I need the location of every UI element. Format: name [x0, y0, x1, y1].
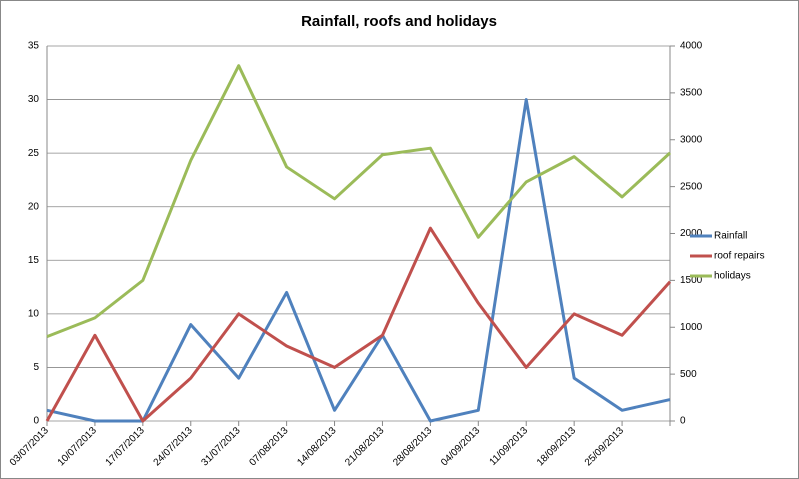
y-tick-label: 5 [33, 362, 39, 373]
chart-title: Rainfall, roofs and holidays [301, 13, 497, 30]
y2-tick-label: 2500 [680, 181, 703, 192]
y-tick-label: 15 [28, 255, 40, 266]
legend-label: roof repairs [714, 251, 765, 262]
y2-tick-label: 0 [680, 416, 686, 427]
y-tick-label: 10 [28, 308, 40, 319]
y2-tick-label: 3000 [680, 134, 703, 145]
legend-label: Rainfall [714, 231, 747, 242]
y2-tick-label: 1000 [680, 322, 703, 333]
series-line [45, 226, 672, 423]
legend-label: holidays [714, 271, 751, 282]
series-line [46, 64, 672, 339]
y-tick-label: 30 [28, 94, 40, 105]
y-tick-label: 20 [28, 201, 40, 212]
y2-tick-label: 2000 [680, 228, 703, 239]
y2-tick-label: 500 [680, 369, 697, 380]
series-line [46, 98, 671, 423]
y2-tick-label: 1500 [680, 275, 703, 286]
y-tick-label: 0 [33, 416, 39, 427]
y2-tick-label: 4000 [680, 41, 703, 52]
y2-tick-label: 3500 [680, 88, 703, 99]
y-tick-label: 35 [28, 41, 40, 52]
y-tick-label: 25 [28, 148, 40, 159]
